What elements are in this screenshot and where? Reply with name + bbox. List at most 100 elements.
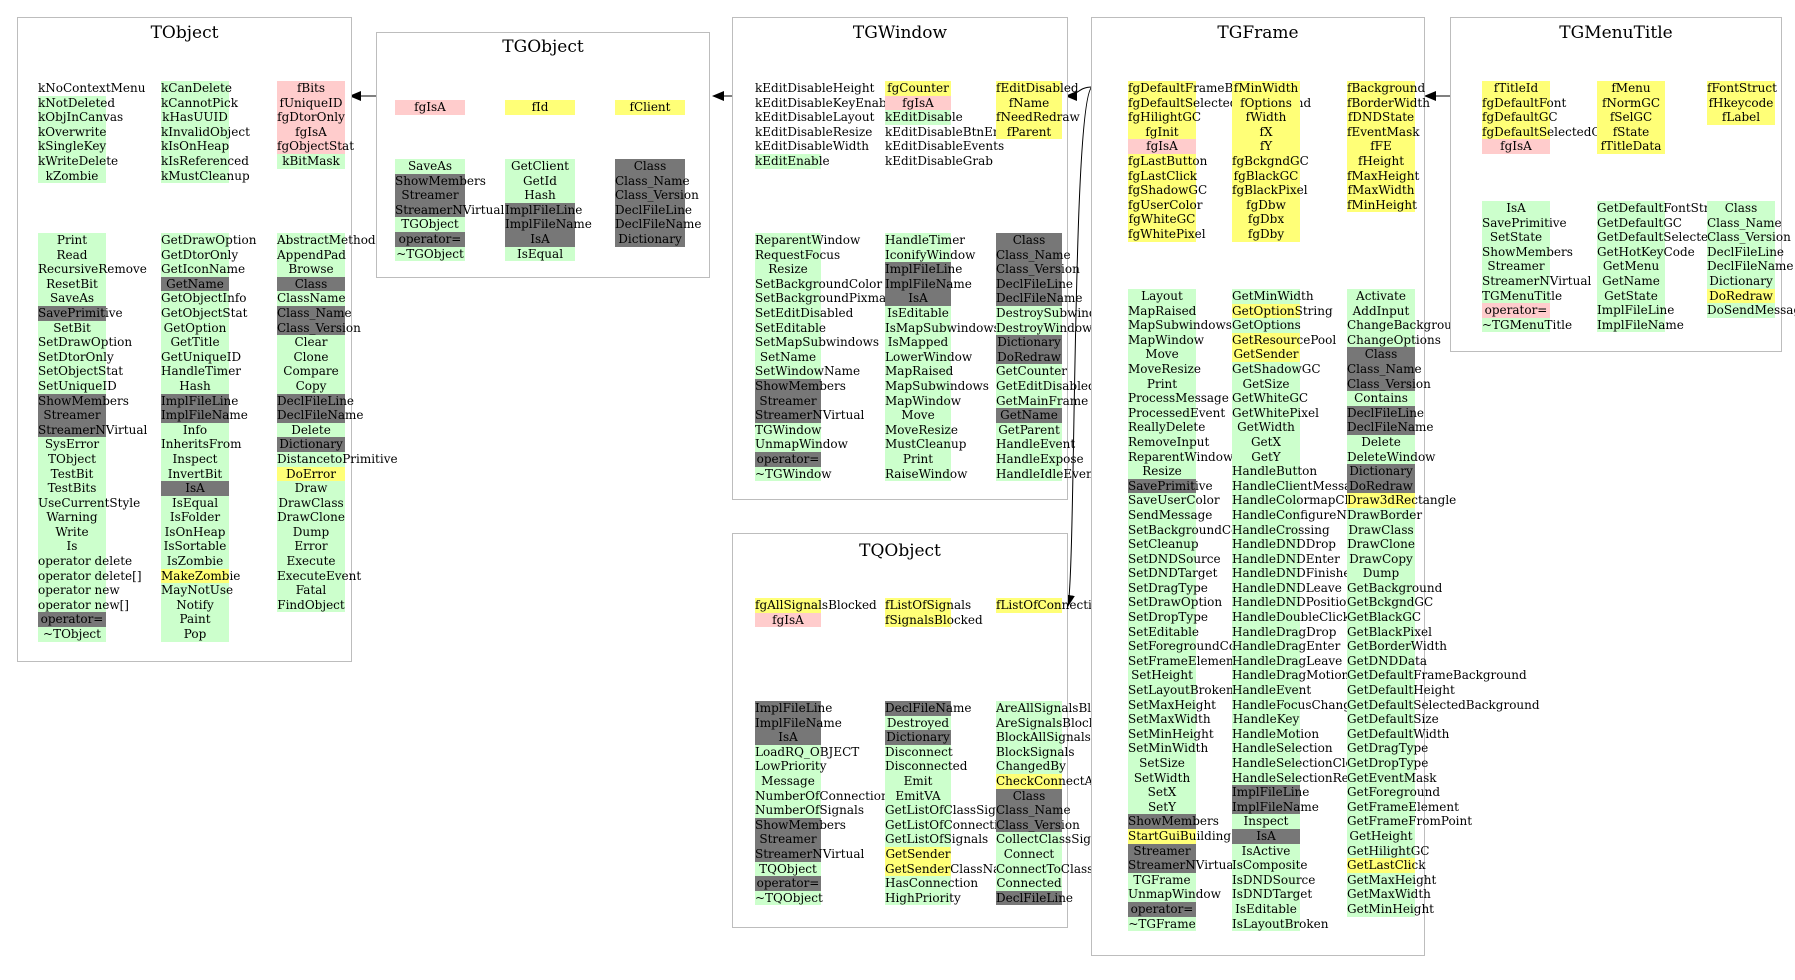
class-box-tgmenutitle: TGMenuTitle fTitleId fgDefaultFont fgDefaul… xyxy=(1450,17,1795,352)
method-item: SetEditDisabled xyxy=(755,305,854,321)
member-item: fListOfConnections xyxy=(996,598,1113,613)
method-item: GetObjectStat xyxy=(161,305,248,321)
member-column: kEditDisableHeight kEditDisableKeyEnable k… xyxy=(733,81,898,169)
member-item: kEditDisableGrab xyxy=(885,153,993,168)
method-item: IsOnHeap xyxy=(161,524,229,540)
method-item: Class_Version xyxy=(615,188,699,203)
member-column: fgCounter fgIsA kEditDisable kEditDisableBt… xyxy=(863,81,1026,169)
method-item: GetMinWidth xyxy=(1232,289,1314,304)
method-item: IsA xyxy=(885,291,951,306)
member-item: kSingleKey xyxy=(38,139,107,154)
method-item: SendMessage xyxy=(1128,507,1213,523)
method-item: SetBackgroundColor xyxy=(1128,522,1256,538)
method-item: Clear xyxy=(277,335,345,350)
method-item: DrawClass xyxy=(277,495,345,511)
method-item: DeclFileName xyxy=(1347,420,1434,435)
method-column: Class Class_Name Class_Version DeclFileLine… xyxy=(974,233,1120,482)
method-item: SetDrawOption xyxy=(38,335,133,350)
method-item: operator= xyxy=(1482,303,1550,318)
member-item: fgIsA xyxy=(1482,139,1550,154)
method-item: DrawClone xyxy=(277,510,345,525)
member-item: kOverwrite xyxy=(38,124,107,140)
method-item: InvertBit xyxy=(161,466,229,482)
method-item: operator= xyxy=(755,451,821,467)
member-item: fBits xyxy=(277,81,345,96)
method-item: Info xyxy=(161,422,229,438)
method-item: IsMapSubwindows xyxy=(885,320,1000,336)
class-box-tgobject: TGObject fgIsA fId fClient SaveAs ShowMembers… xyxy=(376,32,710,278)
member-item: fId xyxy=(505,100,575,115)
method-item: GetName xyxy=(161,276,229,292)
method-item: HandleExpose xyxy=(996,451,1084,467)
member-item: fgLastClick xyxy=(1128,168,1198,184)
method-item: Delete xyxy=(1347,434,1415,450)
method-item: AbstractMethod xyxy=(277,233,376,248)
method-item: GetIconName xyxy=(161,262,246,277)
method-item: GetOptionString xyxy=(1232,303,1333,319)
method-item: HighPriority xyxy=(885,890,961,906)
method-item: operator delete xyxy=(38,554,133,569)
method-item: RemoveInput xyxy=(1128,434,1210,450)
method-item: IsA xyxy=(755,730,821,745)
method-item: ImplFileLine xyxy=(1232,785,1310,800)
member-item: fName xyxy=(996,95,1062,111)
method-item: Contains xyxy=(1347,391,1415,406)
method-item: Class xyxy=(277,276,345,292)
method-column: AreAllSignalsBlocked AreSignalsBlocked Blo… xyxy=(974,701,1139,906)
method-item: StreamerNVirtual xyxy=(395,202,505,218)
method-item: BlockAllSignals xyxy=(996,730,1091,745)
method-item: Dump xyxy=(1347,566,1415,581)
member-item: fgLastButton xyxy=(1128,153,1208,169)
method-item: ClassName xyxy=(277,291,346,306)
member-item: fgDefaultSelectedGC xyxy=(1482,124,1611,140)
method-item: Class xyxy=(996,788,1062,804)
method-item: IsLayoutBroken xyxy=(1232,916,1329,932)
member-column: fTitleId fgDefaultFont fgDefaultGC fgDefaul… xyxy=(1451,81,1611,154)
method-item: ShowMembers xyxy=(1482,244,1573,260)
method-item: GetLastClick xyxy=(1347,858,1426,873)
method-item: ~TGObject xyxy=(395,246,465,262)
method-item: SetMaxHeight xyxy=(1128,697,1216,713)
method-item: InheritsFrom xyxy=(161,437,242,452)
method-item: IsA xyxy=(161,481,229,496)
method-item: Activate xyxy=(1347,289,1415,304)
method-item: DeclFileName xyxy=(996,291,1083,306)
member-item: fHkeycode xyxy=(1707,95,1775,111)
method-item: Move xyxy=(1128,347,1196,362)
method-item: MoveResize xyxy=(1128,361,1201,377)
method-item: ShowMembers xyxy=(38,393,129,409)
member-column: fId xyxy=(505,100,575,115)
method-item: HandleCrossing xyxy=(1232,522,1330,538)
method-item: DrawClone xyxy=(1347,537,1415,552)
member-item: fgDefaultGC xyxy=(1482,110,1558,125)
method-item: Dictionary xyxy=(885,730,951,745)
member-item: kEditDisableLayout xyxy=(755,110,875,125)
method-item: ReallyDelete xyxy=(1128,420,1206,435)
method-item: IsFolder xyxy=(161,510,229,525)
method-item: Compare xyxy=(277,364,345,379)
method-item: DoSendMessage xyxy=(1707,303,1795,318)
member-column: fBits fUniqueID fgDtorOnly fgIsA fgObjectSta… xyxy=(262,81,360,169)
method-item: ChangedBy xyxy=(996,759,1066,774)
method-item: GetDragType xyxy=(1347,741,1429,756)
method-item: GetId xyxy=(505,173,575,189)
member-item: fBackground xyxy=(1347,81,1426,96)
method-item: Class_Version xyxy=(996,262,1080,277)
method-item: NumberOfConnections xyxy=(755,788,895,804)
method-item: SetName xyxy=(755,349,821,365)
method-item: SetSize xyxy=(1128,756,1196,771)
method-item: TestBits xyxy=(38,481,106,496)
method-item: HandleDNDLeave xyxy=(1232,580,1342,596)
member-item: fgIsA xyxy=(277,124,345,140)
method-item: ImplFileLine xyxy=(885,262,963,277)
method-item: Hash xyxy=(161,378,229,394)
method-item: DrawCopy xyxy=(1347,551,1415,567)
method-item: Fatal xyxy=(277,583,345,598)
method-item: GetListOfSignals xyxy=(885,832,989,847)
method-item: TObject xyxy=(38,451,106,467)
method-item: RecursiveRemove xyxy=(38,262,147,277)
method-item: HandleTimer xyxy=(885,233,966,248)
method-column: GetClient GetId Hash ImplFileLine ImplFileNa… xyxy=(505,159,592,262)
member-item: kEditDisableEvents xyxy=(885,139,1005,154)
method-item: GetMinHeight xyxy=(1347,901,1434,917)
